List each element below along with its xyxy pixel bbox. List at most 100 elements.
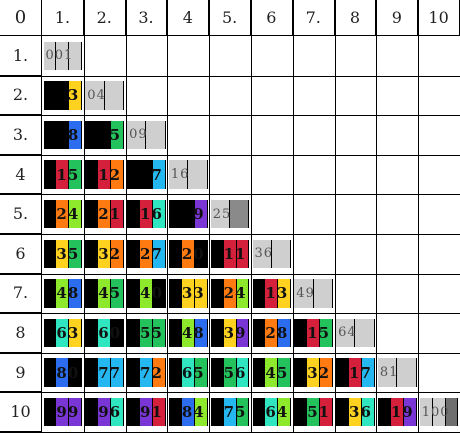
grid-cell: 24	[43, 199, 83, 229]
digit-stripe-1	[98, 160, 112, 189]
diagonal-cell: 04	[85, 81, 125, 110]
digit-stripe-0	[294, 397, 308, 427]
cell-number: 100	[421, 404, 450, 420]
column-header: 8	[334, 0, 377, 36]
digit-stripe-5	[307, 397, 321, 427]
digit-stripe-2	[98, 199, 112, 229]
row-header: 3.	[0, 115, 42, 155]
digit-stripe-1	[307, 318, 321, 348]
row-header: 9	[0, 352, 42, 393]
cell-number: 7	[151, 165, 163, 184]
cell-number: 36	[349, 403, 372, 422]
digit-stripe-0	[43, 81, 57, 110]
grid-cell: 96	[85, 397, 125, 427]
digit-stripe-0	[140, 160, 153, 189]
grid-cell: 64	[252, 397, 292, 427]
digit-stripe-3	[223, 318, 237, 348]
digit-block-gray	[85, 81, 105, 110]
row-header: 10	[0, 392, 42, 432]
digit-stripe-1	[236, 239, 250, 269]
digit-block-gray	[313, 279, 334, 308]
cell-number: 81	[379, 365, 399, 381]
digit-stripe-5	[111, 279, 125, 308]
digit-stripe-3	[56, 239, 70, 269]
digit-stripe-3	[98, 239, 112, 269]
digit-stripe-0	[43, 318, 57, 348]
cell-number: 99	[56, 403, 80, 422]
cell-number: 80	[56, 363, 80, 382]
cell-number: 77	[98, 363, 122, 382]
digit-stripe-1	[320, 397, 334, 427]
digit-block-gray	[377, 358, 398, 387]
digit-stripe-0	[210, 397, 224, 427]
column-header: 1.	[42, 0, 84, 36]
digit-stripe-0	[43, 358, 57, 387]
digit-stripe-5	[223, 358, 237, 387]
grid-cell: 11	[210, 239, 250, 269]
digit-stripe-1	[140, 199, 153, 229]
diagonal-cell: 64	[336, 318, 375, 348]
grid-cell: 12	[85, 160, 125, 189]
digit-stripe-6	[56, 318, 70, 348]
digit-stripe-0	[210, 239, 224, 269]
grid-column-line	[334, 0, 336, 432]
digit-stripe-0	[69, 358, 83, 387]
grid-column-line	[418, 0, 420, 432]
digit-stripe-2	[111, 160, 125, 189]
cell-number: 64	[265, 403, 289, 422]
digit-stripe-0	[85, 239, 99, 269]
cell-number: 45	[98, 284, 122, 303]
digit-stripe-4	[236, 279, 250, 308]
digit-stripe-0	[252, 279, 266, 308]
cell-number: 40	[140, 284, 163, 303]
grid-cell: 45	[85, 279, 125, 308]
cell-number: 04	[87, 87, 106, 103]
digit-stripe-7	[111, 358, 125, 387]
cell-number: 19	[390, 403, 414, 422]
digit-stripe-0	[127, 279, 141, 308]
digit-stripe-3	[69, 318, 83, 348]
row-header: 7.	[0, 273, 42, 314]
cell-number: 45	[265, 363, 289, 382]
grid-cell: 8	[43, 120, 83, 150]
diagonal-cell: 09	[127, 120, 166, 150]
digit-block-gray	[104, 81, 125, 110]
digit-stripe-2	[56, 199, 70, 229]
grid-cell: 60	[85, 318, 125, 348]
grid-cell: 13	[252, 279, 292, 308]
cell-number: 72	[140, 363, 163, 382]
digit-stripe-1	[265, 279, 279, 308]
row-header: 8	[0, 313, 42, 353]
grid-cell: 55	[127, 318, 166, 348]
digit-stripe-0	[294, 318, 308, 348]
diagonal-cell: 16	[168, 160, 208, 189]
digit-block-gray	[252, 239, 272, 269]
digit-stripe-6	[111, 397, 125, 427]
digit-block-gray	[432, 397, 446, 427]
digit-block-gray	[210, 199, 231, 229]
digit-block-gray	[188, 160, 208, 189]
grid-column-line	[167, 0, 169, 432]
digit-stripe-0	[43, 239, 57, 269]
cell-number: 24	[223, 284, 247, 303]
digit-stripe-2	[140, 239, 153, 269]
digit-stripe-7	[223, 397, 237, 427]
diagonal-cell: 49	[294, 279, 334, 308]
column-header: 5.	[209, 0, 251, 36]
grid-cell: 80	[43, 358, 83, 387]
digit-block-gray	[146, 120, 166, 150]
column-header: 3.	[125, 0, 168, 36]
row-header: 6	[0, 234, 42, 274]
digit-stripe-2	[223, 279, 237, 308]
digit-stripe-0	[210, 279, 224, 308]
grid-cell: 19	[377, 397, 417, 427]
digit-stripe-9	[403, 397, 417, 427]
cell-number: 64	[338, 325, 357, 341]
digit-stripe-0	[85, 397, 99, 427]
digit-stripe-0	[336, 397, 350, 427]
cell-number: 16	[140, 205, 163, 224]
digit-stripe-0	[152, 279, 166, 308]
grid-column-line	[83, 0, 85, 432]
digit-stripe-0	[127, 318, 141, 348]
